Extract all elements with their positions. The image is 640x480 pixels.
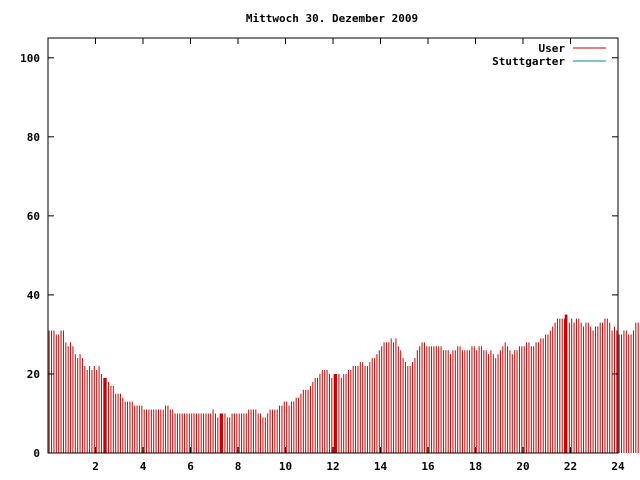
y-tick-label: 40: [27, 289, 40, 302]
user-series-bars: [48, 314, 639, 453]
x-tick-label: 22: [564, 460, 577, 473]
x-tick-label: 14: [374, 460, 388, 473]
x-tick-label: 4: [140, 460, 147, 473]
x-tick-label: 6: [187, 460, 194, 473]
x-tick-label: 12: [326, 460, 339, 473]
y-tick-label: 100: [20, 52, 40, 65]
x-axis: 2 4 6 8 10 12 14 16 18 20 22 24: [92, 38, 625, 473]
x-tick-label: 16: [421, 460, 435, 473]
plot-area-frame: [47, 37, 619, 454]
x-tick-label: 8: [235, 460, 242, 473]
legend-label: Stuttgarter: [492, 55, 565, 68]
x-tick-label: 18: [469, 460, 482, 473]
y-tick-label: 60: [27, 210, 40, 223]
y-tick-label: 20: [27, 368, 40, 381]
x-tick-label: 20: [516, 460, 529, 473]
x-tick-label: 2: [92, 460, 99, 473]
x-tick-label: 10: [279, 460, 292, 473]
legend-label: User: [539, 42, 566, 55]
chart-title: Mittwoch 30. Dezember 2009: [246, 12, 418, 25]
y-axis: 0 20 40 60 80 100: [20, 52, 618, 460]
x-tick-label: 24: [611, 460, 625, 473]
y-tick-label: 80: [27, 131, 40, 144]
y-tick-label: 0: [33, 447, 40, 460]
